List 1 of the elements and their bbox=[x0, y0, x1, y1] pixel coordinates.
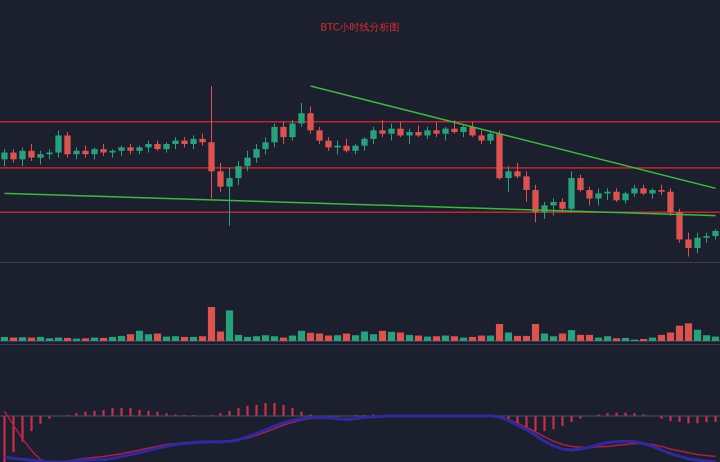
chart-title: BTC小时线分析图 bbox=[320, 22, 400, 34]
